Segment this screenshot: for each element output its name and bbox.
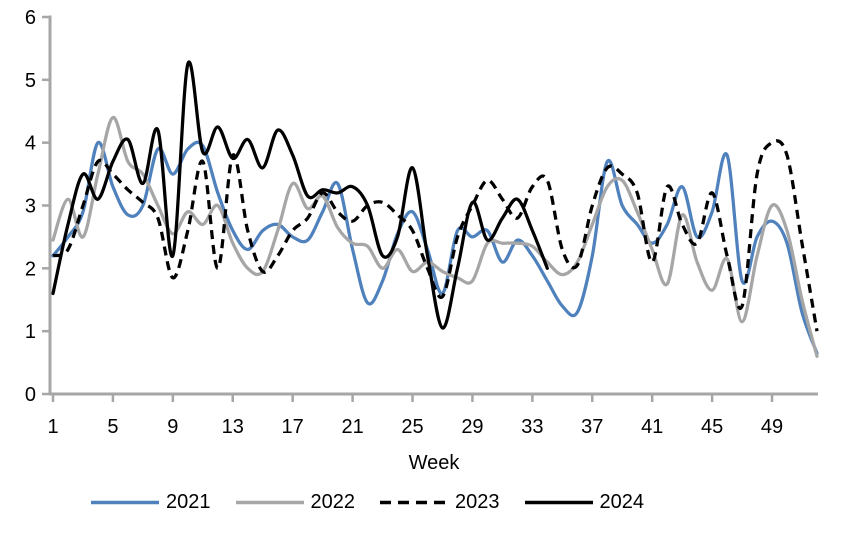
y-tick-label: 1: [25, 321, 36, 343]
x-tick-label: 29: [461, 416, 483, 438]
y-tick-label: 0: [25, 384, 36, 406]
x-tick-label: 49: [761, 416, 783, 438]
x-tick-label: 1: [47, 416, 58, 438]
x-tick-label: 13: [222, 416, 244, 438]
y-tick-label: 4: [25, 133, 36, 155]
legend-item-2023: 2023: [379, 491, 500, 513]
y-tick-label: 2: [25, 258, 36, 280]
x-tick-label: 37: [581, 416, 603, 438]
x-tick-label: 5: [107, 416, 118, 438]
series-line-2024: [51, 60, 549, 330]
legend-label-2024: 2024: [599, 491, 645, 513]
x-tick-label: 21: [341, 416, 363, 438]
x-tick-label: 9: [167, 416, 178, 438]
legend-line-2022: [235, 500, 304, 504]
series-line-2023: [52, 139, 819, 332]
series-line-2021: [51, 140, 819, 355]
legend-item-2021: 2021: [90, 491, 211, 513]
legend-line-2024: [524, 500, 593, 504]
legend-line-2021: [91, 500, 159, 504]
y-tick-label: 3: [25, 196, 36, 218]
y-tick-label: 5: [25, 70, 36, 92]
x-tick-label: 33: [521, 416, 543, 438]
x-tick-label: 17: [282, 416, 304, 438]
x-tick-label: 45: [701, 416, 723, 438]
legend: 2021 2022 2023 2024: [0, 491, 852, 513]
legend-label-2022: 2022: [310, 491, 356, 513]
legend-line-2023: [380, 500, 448, 504]
legend-label-2021: 2021: [166, 491, 211, 513]
series-line-2022: [51, 115, 819, 358]
x-axis-title: Week: [408, 452, 460, 474]
y-tick-label: 6: [25, 7, 36, 29]
legend-item-2024: 2024: [524, 491, 645, 513]
x-tick-label: 25: [401, 416, 423, 438]
x-tick-label: 41: [641, 416, 663, 438]
legend-label-2023: 2023: [455, 491, 500, 513]
legend-item-2022: 2022: [235, 491, 356, 513]
